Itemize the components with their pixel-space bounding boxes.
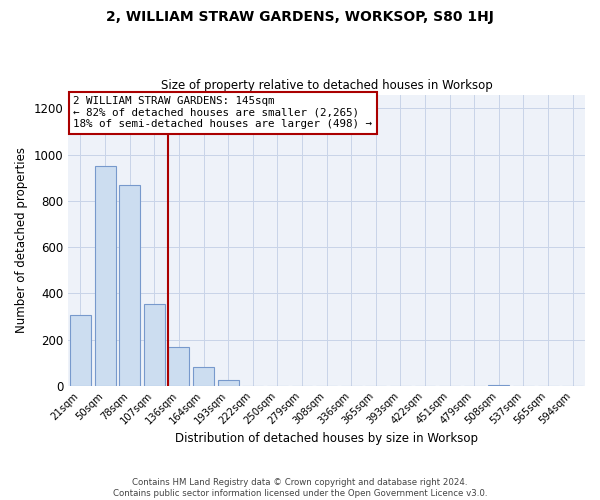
Bar: [488, 385, 509, 386]
Y-axis label: Number of detached properties: Number of detached properties: [15, 148, 28, 334]
Bar: [70, 316, 91, 386]
Title: Size of property relative to detached houses in Worksop: Size of property relative to detached ho…: [161, 79, 493, 92]
Bar: [193, 368, 214, 386]
X-axis label: Distribution of detached houses by size in Worksop: Distribution of detached houses by size …: [175, 432, 478, 445]
Bar: [119, 185, 140, 386]
Text: 2 WILLIAM STRAW GARDENS: 145sqm
← 82% of detached houses are smaller (2,265)
18%: 2 WILLIAM STRAW GARDENS: 145sqm ← 82% of…: [73, 96, 373, 129]
Bar: [169, 346, 190, 386]
Bar: [144, 304, 165, 386]
Text: Contains HM Land Registry data © Crown copyright and database right 2024.
Contai: Contains HM Land Registry data © Crown c…: [113, 478, 487, 498]
Text: 2, WILLIAM STRAW GARDENS, WORKSOP, S80 1HJ: 2, WILLIAM STRAW GARDENS, WORKSOP, S80 1…: [106, 10, 494, 24]
Bar: [218, 380, 239, 386]
Bar: [95, 166, 116, 386]
